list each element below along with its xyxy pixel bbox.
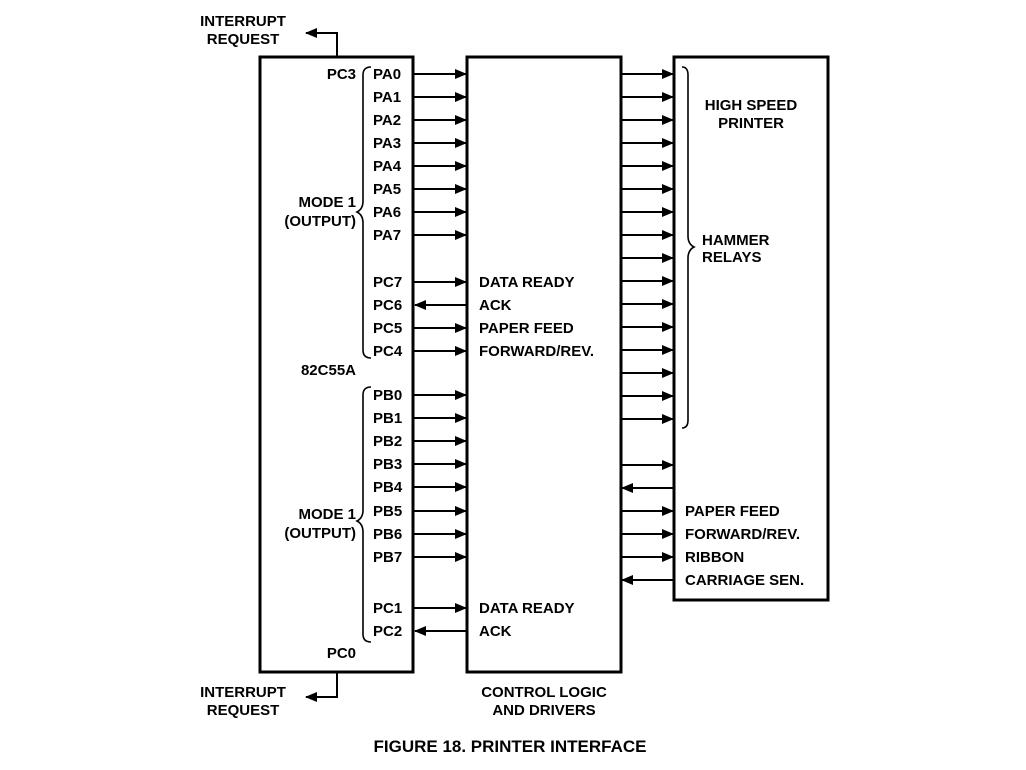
pc2-pin-label: PC2: [373, 623, 402, 640]
mode-b-label-line1: MODE 1: [298, 506, 356, 523]
pa0-pin-label: PA0: [373, 66, 401, 83]
pc4-signal-label: FORWARD/REV.: [479, 343, 594, 360]
pa1-pin-label: PA1: [373, 89, 401, 106]
control-logic-label-line1: CONTROL LOGIC: [481, 684, 607, 701]
control-logic-box: [465, 55, 623, 674]
printer-title-line2: PRINTER: [718, 115, 784, 132]
pa3-pin-label: PA3: [373, 135, 401, 152]
mode-a-brace: [355, 66, 372, 359]
pb0-pin-label: PB0: [373, 387, 402, 404]
interrupt-request-bottom-line: [305, 672, 338, 702]
mode-b-label-line2: (OUTPUT): [284, 525, 356, 542]
chip-name-label: 82C55A: [301, 362, 356, 379]
pa7-pin-label: PA7: [373, 227, 401, 244]
pc3-label: PC3: [327, 66, 356, 83]
hammer-relays-brace: [681, 66, 696, 429]
pb2-pin-label: PB2: [373, 433, 402, 450]
mode-b-brace: [355, 386, 372, 643]
hammer-relays-label-line2: RELAYS: [702, 249, 761, 266]
interrupt-request-top-line1: INTERRUPT: [200, 13, 286, 30]
printer-control-signal-label: FORWARD/REV.: [685, 526, 800, 543]
port-b-pins: PB0 PB1 PB2 PB3 PB4 PB5 PB6 PB7 PC1 DATA READY PC2…: [373, 387, 575, 640]
printer-control-signal-label: RIBBON: [685, 549, 744, 566]
pa6-pin-label: PA6: [373, 204, 401, 221]
pc2-signal-label: ACK: [479, 623, 512, 640]
interrupt-request-top-label: INTERRUPT REQUEST: [200, 13, 286, 48]
pc6-signal-label: ACK: [479, 297, 512, 314]
port-a-pins: PA0 PA1 PA2 PA3 PA4 PA5 PA6 PA7 PC7 DATA READY PC6…: [373, 66, 594, 360]
pc0-label: PC0: [327, 645, 356, 662]
interrupt-request-top-line2: REQUEST: [207, 31, 280, 48]
printer-control-lines: PAPER FEED FORWARD/REV. RIBBON CARRIAGE SEN…: [621, 460, 804, 589]
pc7-signal-label: DATA READY: [479, 274, 575, 291]
hammer-relays-label-line1: HAMMER: [702, 232, 770, 249]
printer-control-signal-label: PAPER FEED: [685, 503, 780, 520]
pa2-pin-label: PA2: [373, 112, 401, 129]
mode-a-label-line2: (OUTPUT): [284, 213, 356, 230]
pc6-pin-label: PC6: [373, 297, 402, 314]
printer-box: [672, 55, 830, 602]
pa4-pin-label: PA4: [373, 158, 402, 175]
pc4-pin-label: PC4: [373, 343, 403, 360]
interrupt-request-bottom-line1: INTERRUPT: [200, 684, 286, 701]
interrupt-request-bottom-line2: REQUEST: [207, 702, 280, 719]
pb3-pin-label: PB3: [373, 456, 402, 473]
pc1-pin-label: PC1: [373, 600, 402, 617]
printer-control-signal-label: CARRIAGE SEN.: [685, 572, 804, 589]
interrupt-request-bottom-label: INTERRUPT REQUEST: [200, 684, 286, 719]
pb4-pin-label: PB4: [373, 479, 403, 496]
pa5-pin-label: PA5: [373, 181, 401, 198]
pb7-pin-label: PB7: [373, 549, 402, 566]
pc1-signal-label: DATA READY: [479, 600, 575, 617]
printer-title-line1: HIGH SPEED: [705, 97, 798, 114]
mode-a-label-line1: MODE 1: [298, 194, 356, 211]
pc7-pin-label: PC7: [373, 274, 402, 291]
pb6-pin-label: PB6: [373, 526, 402, 543]
pc5-signal-label: PAPER FEED: [479, 320, 574, 337]
pb5-pin-label: PB5: [373, 503, 402, 520]
pc5-pin-label: PC5: [373, 320, 402, 337]
control-logic-label-line2: AND DRIVERS: [492, 702, 595, 719]
interrupt-request-top-line: [305, 28, 338, 57]
hammer-relay-lines: [621, 69, 674, 424]
figure-caption: FIGURE 18. PRINTER INTERFACE: [374, 737, 647, 756]
pb1-pin-label: PB1: [373, 410, 402, 427]
